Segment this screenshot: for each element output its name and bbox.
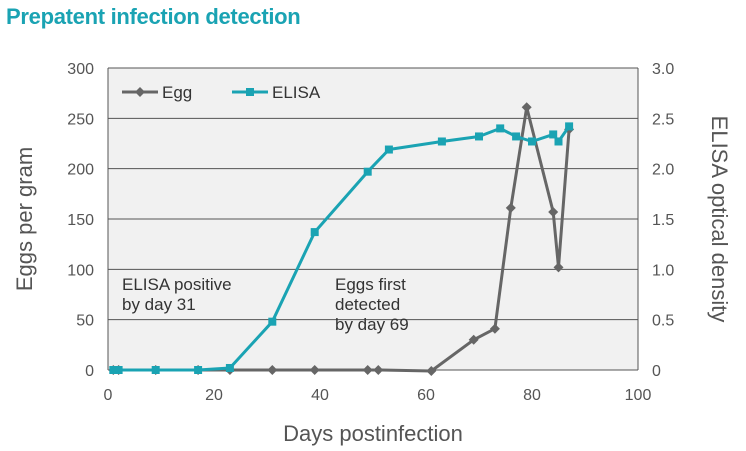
x-tick-label: 60 <box>417 387 435 404</box>
y-right-tick-label: 1.5 <box>652 212 674 229</box>
y-right-tick-label: 0 <box>652 363 661 380</box>
legend-label-elisa: ELISA <box>272 83 321 102</box>
y-left-tick-label: 150 <box>67 212 94 229</box>
annotation-eggs-first-line: detected <box>335 295 400 314</box>
data-point-egg <box>468 334 479 345</box>
y-left-tick-label: 50 <box>76 313 94 330</box>
data-point-elisa <box>549 130 558 139</box>
data-point-elisa <box>565 122 574 131</box>
series-layer <box>108 102 575 377</box>
data-point-egg <box>267 365 278 375</box>
data-point-elisa <box>528 137 536 146</box>
data-point-elisa <box>225 363 234 372</box>
y-right-tick-label: 3.0 <box>652 61 674 78</box>
data-point-elisa <box>194 366 203 374</box>
data-point-egg <box>426 366 437 377</box>
x-tick-label: 100 <box>625 387 652 404</box>
data-point-egg <box>505 202 516 213</box>
y-left-tick-label: 250 <box>67 111 94 128</box>
x-axis-title: Days postinfection <box>283 421 463 446</box>
y-left-tick-label: 200 <box>67 162 94 179</box>
legend-marker-egg <box>135 87 145 97</box>
data-point-egg <box>373 365 384 375</box>
chart-title: Prepatent infection detection <box>6 4 301 29</box>
annotation-elisa-positive-line: by day 31 <box>122 295 196 314</box>
data-point-elisa <box>363 167 372 176</box>
annotation-eggs-first-line: by day 69 <box>335 315 409 334</box>
y-right-tick-label: 1.0 <box>652 262 674 279</box>
data-point-egg <box>362 365 373 375</box>
y-left-tick-label: 0 <box>85 363 94 380</box>
data-point-elisa <box>475 132 483 141</box>
data-point-egg <box>548 206 559 217</box>
y-right-tick-label: 2.5 <box>652 111 674 128</box>
legend: Egg ELISA <box>122 83 321 102</box>
data-point-elisa <box>496 124 505 133</box>
y-right-tick-label: 0.5 <box>652 313 674 330</box>
annotation-eggs-first-line: Eggs first <box>335 275 406 294</box>
data-point-egg <box>521 102 532 113</box>
data-point-egg <box>309 365 320 375</box>
data-point-elisa <box>151 366 160 374</box>
x-tick-label: 80 <box>523 387 541 404</box>
data-point-elisa <box>109 366 118 374</box>
data-point-elisa <box>512 132 521 141</box>
data-point-elisa <box>384 145 393 154</box>
y-right-tick-label: 2.0 <box>652 162 674 179</box>
annotation-elisa-positive-line: ELISA positive <box>122 275 232 294</box>
data-point-elisa <box>114 366 123 374</box>
legend-label-egg: Egg <box>162 83 192 102</box>
x-tick-label: 0 <box>104 387 113 404</box>
data-point-elisa <box>268 317 277 326</box>
y-left-tick-label: 100 <box>67 262 94 279</box>
legend-marker-elisa <box>246 88 254 96</box>
data-point-egg <box>553 262 564 273</box>
data-point-elisa <box>310 228 319 237</box>
y-axis-right-title: ELISA optical density <box>707 116 732 323</box>
x-tick-label: 20 <box>205 387 223 404</box>
data-point-elisa <box>437 137 446 146</box>
y-axis-left-title: Eggs per gram <box>12 147 37 291</box>
x-tick-label: 40 <box>311 387 329 404</box>
tick-labels: 0 50 100 150 200 250 300 0 0.5 1.0 1.5 2.0 2.5 3.0 0 20… <box>67 61 674 404</box>
data-point-egg <box>489 323 500 334</box>
y-left-tick-label: 300 <box>67 61 94 78</box>
data-point-elisa <box>554 137 563 146</box>
